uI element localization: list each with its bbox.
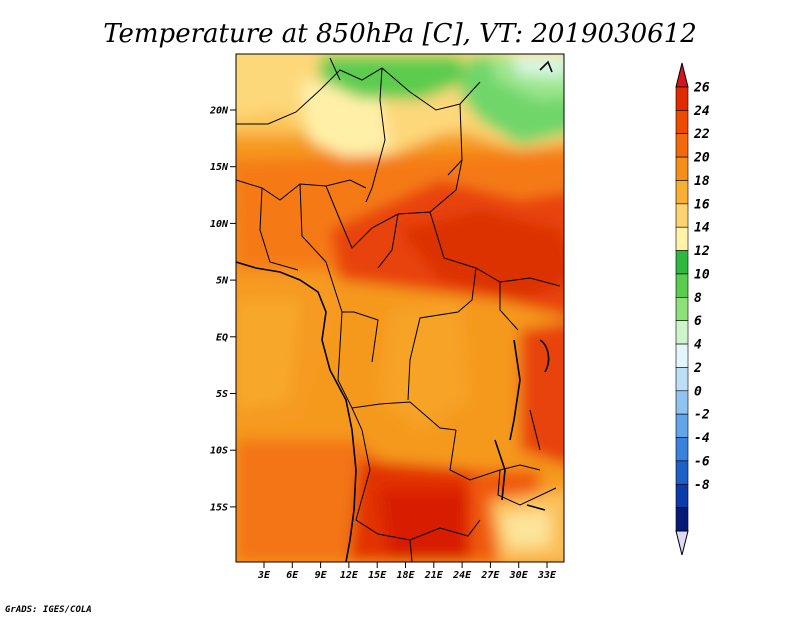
colorbar-segment — [675, 413, 689, 438]
colorbar-label: 20 — [693, 151, 710, 166]
colorbar-label: 16 — [694, 197, 710, 212]
colorbar-segment — [675, 273, 689, 298]
lon-tick-label: 24E — [452, 570, 472, 581]
colorbar-segment — [675, 343, 689, 368]
colorbar-segment — [675, 460, 689, 485]
colorbar-segment — [675, 437, 689, 462]
colorbar-segment — [675, 86, 689, 111]
lon-tick-label: 27E — [480, 570, 500, 581]
lon-tick-label: 6E — [286, 570, 299, 581]
lat-tick-label: EQ — [216, 332, 228, 343]
lat-tick-label: 5S — [216, 389, 228, 400]
coastlines — [236, 60, 553, 562]
colorbar-label: 12 — [694, 244, 710, 259]
lon-tick-label: 18E — [396, 570, 415, 581]
colorbar-segment — [675, 390, 689, 415]
colorbar-segment — [675, 507, 689, 532]
temperature-field — [236, 54, 564, 562]
lat-tick-label: 15N — [210, 162, 229, 173]
colorbar-segment — [675, 226, 689, 251]
latitude-axis: 20N 15N 10N 5N EQ 5S 10S 15S — [209, 106, 236, 513]
colorbar-label: -6 — [694, 454, 710, 469]
colorbar-label: 10 — [694, 267, 710, 282]
colorbar-label: -8 — [694, 478, 710, 493]
map-panel: 20N 15N 10N 5N EQ 5S 10S 15S 3E 6E 9E 12E 15E 18E 21E… — [209, 53, 565, 581]
colorbar-label: 0 — [694, 384, 702, 399]
lon-tick-label: 30E — [509, 570, 529, 581]
lat-tick-label: 20N — [209, 106, 229, 117]
colorbar-segment — [675, 180, 689, 205]
colorbar-segment — [675, 297, 689, 321]
colorbar-segment — [675, 110, 689, 135]
colorbar-label: 6 — [694, 314, 702, 329]
lon-tick-label: 3E — [257, 570, 271, 581]
lat-tick-label: 15S — [210, 502, 228, 513]
colorbar-segment — [675, 203, 689, 228]
colorbar-label: 14 — [694, 221, 710, 236]
country-borders — [236, 57, 561, 562]
lat-tick-label: 10N — [210, 219, 229, 230]
colorbar-label: 26 — [693, 81, 710, 96]
lat-tick-label: 10S — [210, 446, 228, 457]
colorbar-segment — [675, 133, 689, 158]
map-frame — [235, 53, 565, 563]
colorbar-bottom-arrow — [675, 530, 689, 556]
lon-tick-label: 15E — [368, 570, 387, 581]
colorbar-label: 4 — [694, 338, 702, 353]
lon-tick-label: 12E — [340, 570, 359, 581]
colorbar-label: 8 — [694, 291, 702, 306]
longitude-axis: 3E 6E 9E 12E 15E 18E 21E 24E 27E 30E 33E — [257, 562, 557, 581]
colorbar-label: -2 — [694, 408, 710, 423]
lon-tick-label: 21E — [424, 570, 444, 581]
colorbar-segment — [675, 250, 689, 275]
colorbar-segment — [675, 367, 689, 392]
colorbar-label: 2 — [693, 361, 702, 376]
colorbar-segment — [675, 483, 689, 508]
colorbar-label: -4 — [694, 431, 710, 446]
colorbar-label: 22 — [693, 127, 710, 142]
lat-tick-label: 5N — [216, 276, 229, 287]
colorbar-segment — [675, 320, 689, 345]
colorbar-segment — [675, 156, 689, 181]
credit-label: GrADS: IGES/COLA — [5, 605, 92, 615]
colorbar-label: 24 — [693, 104, 710, 119]
lon-tick-label: 33E — [537, 570, 557, 581]
colorbar-top-arrow — [675, 62, 689, 88]
map-title: Temperature at 850hPa [C], VT: 201903061… — [103, 19, 697, 49]
lon-tick-label: 9E — [315, 570, 328, 581]
colorbar-label: 18 — [694, 174, 710, 189]
